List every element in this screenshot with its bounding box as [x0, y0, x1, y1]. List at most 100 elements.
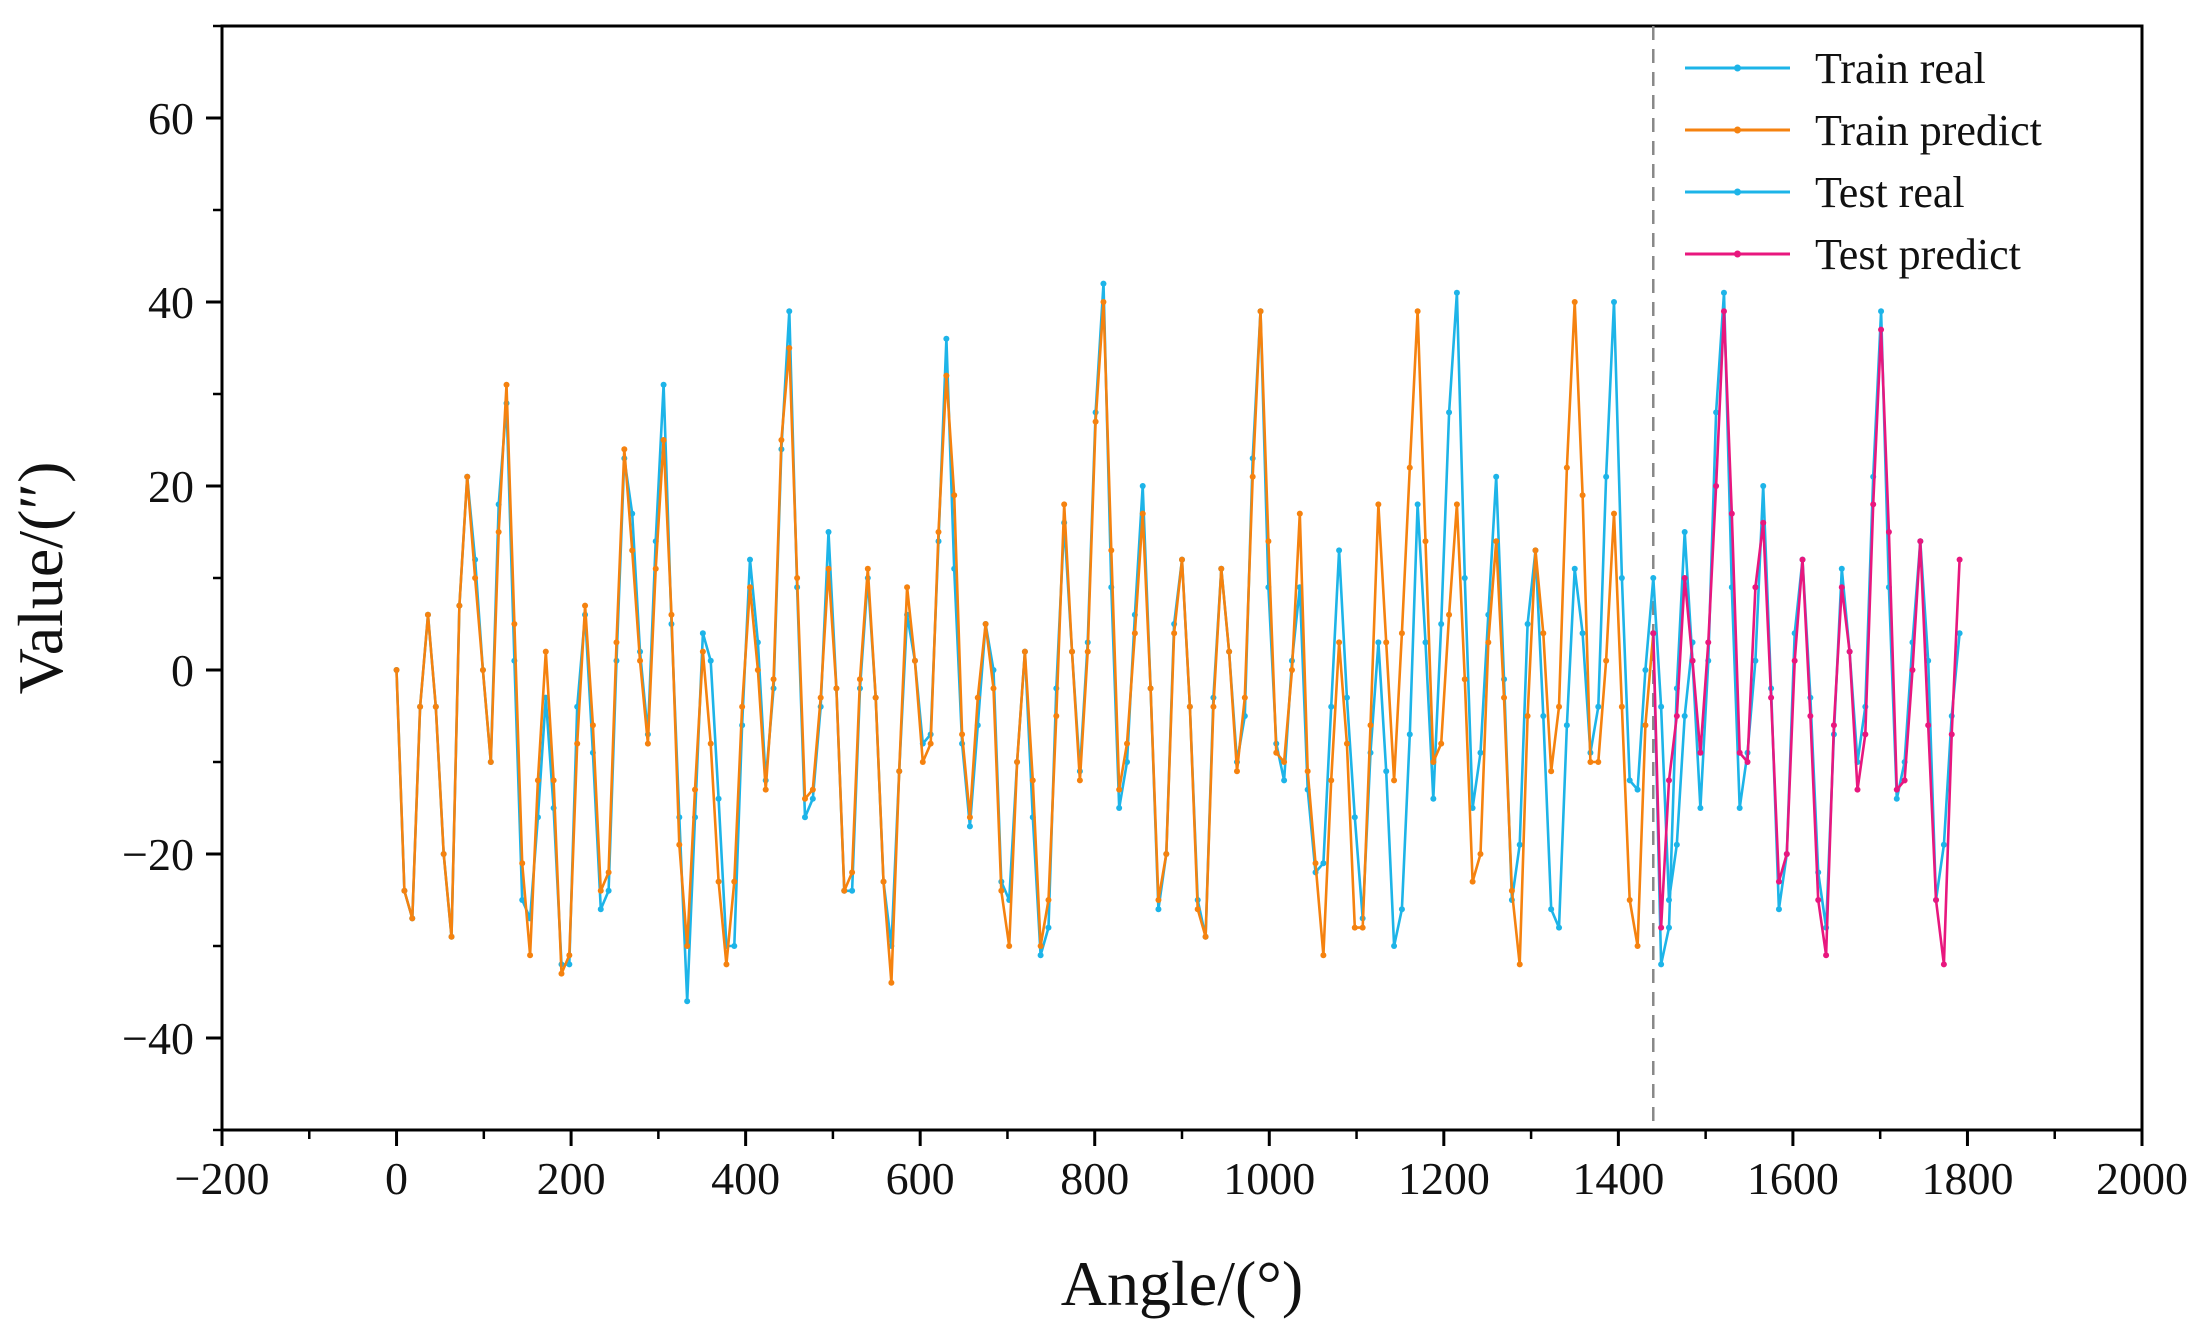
- train-real-point: [1642, 667, 1649, 673]
- train-predict-point: [754, 667, 761, 673]
- train-predict-point: [542, 648, 549, 655]
- train-predict-point: [684, 943, 691, 949]
- train-predict-point: [472, 575, 479, 581]
- train-predict-point: [1273, 749, 1280, 756]
- x-tick-label: 1000: [1223, 1153, 1315, 1204]
- train-predict-point: [1446, 611, 1453, 618]
- train-predict-point: [1092, 418, 1099, 425]
- train-predict-point: [1131, 630, 1138, 637]
- train-predict-point: [856, 676, 863, 683]
- test-predict-point: [1909, 667, 1916, 673]
- legend-swatch-marker: [1734, 250, 1741, 258]
- train-predict-point: [1563, 464, 1570, 471]
- train-predict-point: [417, 703, 424, 710]
- legend: Train real Train predict Test real Test pre…: [1685, 44, 2042, 279]
- train-predict-point: [935, 529, 942, 535]
- train-predict-point: [880, 878, 887, 885]
- train-predict-point: [1045, 897, 1052, 903]
- train-predict-point: [668, 611, 675, 618]
- train-predict-point: [1548, 768, 1555, 775]
- test-predict-point: [1823, 952, 1830, 959]
- legend-swatch-marker: [1734, 188, 1741, 196]
- train-predict-point: [699, 648, 706, 655]
- train-real-point: [825, 529, 832, 535]
- test-predict-point: [1940, 961, 1947, 968]
- test-predict-point: [1838, 584, 1845, 591]
- train-predict-point: [927, 740, 934, 747]
- train-predict-point: [1453, 501, 1460, 508]
- test-predict-point: [1917, 538, 1924, 545]
- train-predict-point: [841, 887, 848, 894]
- train-predict-point: [1312, 860, 1319, 867]
- legend-label: Train predict: [1815, 106, 2042, 155]
- train-real-point: [1155, 906, 1162, 913]
- train-predict-point: [1186, 703, 1193, 710]
- train-real-point: [1414, 501, 1421, 508]
- train-predict-point: [959, 731, 966, 738]
- train-real-point: [707, 657, 714, 664]
- train-predict-point: [723, 961, 730, 968]
- train-predict-point: [888, 979, 895, 986]
- train-real-point: [786, 308, 793, 315]
- train-predict-point: [1069, 648, 1076, 655]
- y-tick-label: 0: [171, 645, 194, 696]
- test-predict-point: [1830, 722, 1837, 729]
- test-predict-point: [1901, 777, 1908, 784]
- train-predict-point: [1328, 777, 1335, 784]
- train-predict-point: [1587, 759, 1594, 765]
- train-real-point: [1351, 814, 1358, 821]
- train-real-point: [1563, 722, 1570, 729]
- x-tick-label: 1400: [1572, 1153, 1664, 1204]
- train-predict-point: [1485, 639, 1492, 646]
- train-predict-point: [1532, 547, 1539, 554]
- train-predict-point: [1438, 740, 1445, 747]
- train-predict-point: [1241, 694, 1248, 701]
- train-predict-point: [1351, 924, 1358, 931]
- train-real-point: [1422, 639, 1429, 646]
- train-real-point: [699, 630, 706, 637]
- train-predict-point: [1618, 703, 1625, 710]
- legend-swatch-marker: [1734, 126, 1741, 134]
- train-real-point: [1626, 777, 1633, 784]
- train-real-point: [1336, 547, 1343, 554]
- train-predict-point: [1430, 759, 1437, 765]
- test-real-point: [1736, 805, 1743, 811]
- train-real-point: [1453, 289, 1460, 296]
- train-predict-point: [1281, 759, 1288, 765]
- y-axis-title: Value/(″): [5, 462, 76, 695]
- train-predict-point: [1571, 299, 1578, 305]
- train-predict-point: [464, 473, 471, 480]
- test-real-point: [1878, 308, 1885, 315]
- legend-label: Test real: [1815, 168, 1965, 217]
- train-predict-point: [833, 685, 840, 692]
- test-predict-point: [1885, 529, 1892, 535]
- train-predict-point: [794, 575, 801, 581]
- train-real-point: [1124, 759, 1131, 765]
- x-tick-label: 400: [711, 1153, 780, 1204]
- train-predict-point: [1611, 510, 1617, 517]
- train-real-point: [1516, 841, 1523, 848]
- x-tick-label: 0: [385, 1153, 408, 1204]
- train-real-point: [1281, 777, 1288, 784]
- test-predict-point: [1736, 749, 1743, 756]
- train-real-point: [1571, 565, 1578, 572]
- train-predict-point: [770, 676, 777, 683]
- train-predict-point: [951, 492, 958, 499]
- y-tick-label: −40: [122, 1013, 194, 1064]
- train-predict-point: [1469, 878, 1476, 885]
- train-predict-point: [1359, 924, 1366, 931]
- train-predict-point: [990, 685, 997, 692]
- test-real-point: [1658, 961, 1665, 968]
- train-predict-point: [1501, 694, 1508, 701]
- y-tick-label: 40: [148, 277, 194, 328]
- train-real-point: [519, 897, 526, 903]
- train-real-point: [1540, 713, 1547, 719]
- train-predict-point: [1021, 648, 1028, 655]
- train-predict-point: [864, 565, 871, 572]
- train-predict-point: [1210, 703, 1217, 710]
- train-predict-point: [534, 777, 541, 784]
- train-real-point: [1603, 473, 1610, 480]
- train-predict-point: [786, 345, 793, 351]
- train-predict-point: [1634, 943, 1641, 949]
- train-real-point: [1681, 713, 1688, 719]
